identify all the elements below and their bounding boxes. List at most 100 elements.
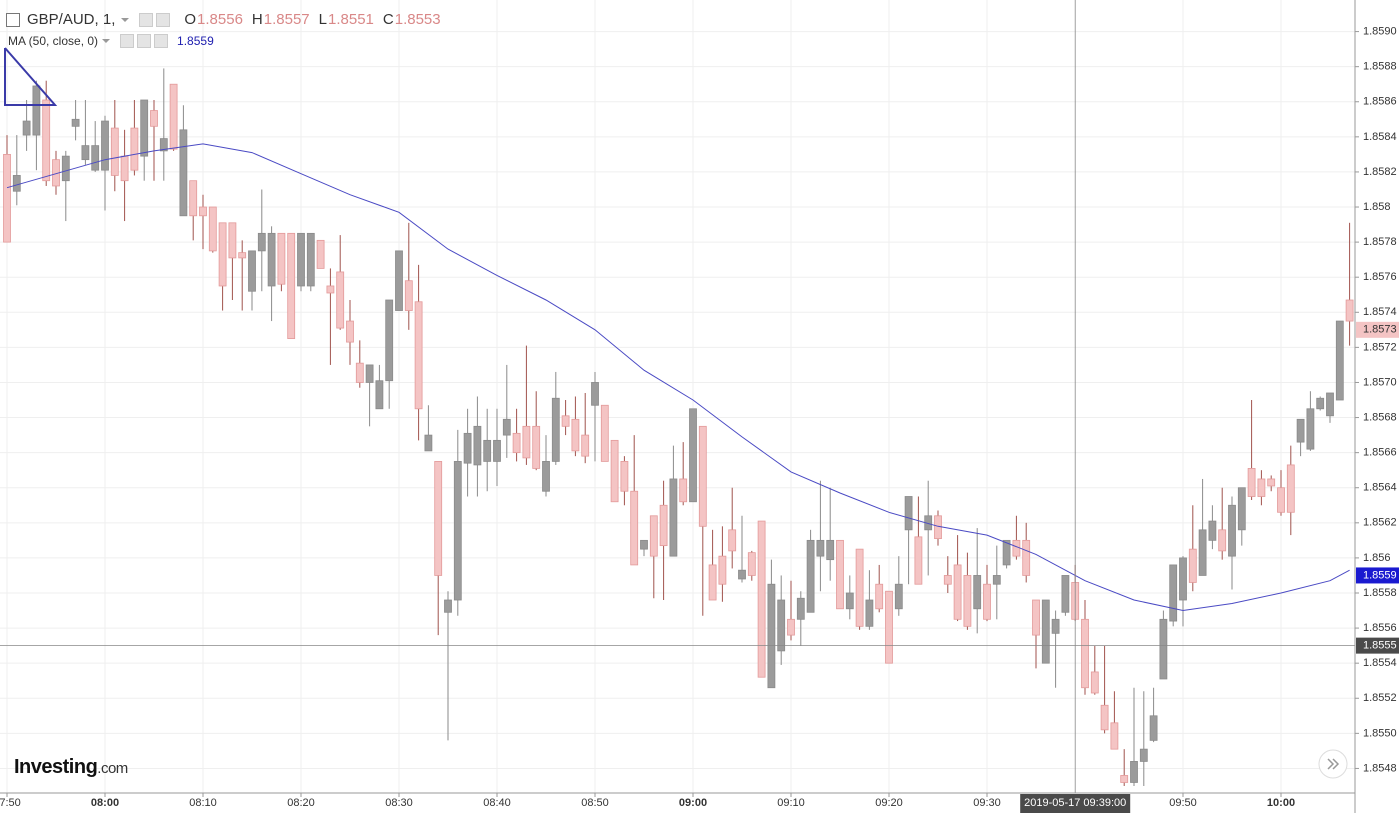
candle-body [101, 120, 109, 171]
candle-body [297, 232, 305, 287]
candle-body [81, 145, 90, 161]
candle-body [659, 504, 668, 547]
candle-body [542, 461, 550, 492]
ohlc-value: 1.8553 [394, 11, 441, 28]
ohlc-value: 1.8551 [328, 11, 374, 28]
candle-body [551, 397, 560, 462]
candle-body [512, 432, 521, 454]
candle-body [816, 539, 825, 557]
candle-body [110, 127, 119, 176]
candle-body [1267, 478, 1276, 487]
watermark-suffix: .com [97, 760, 128, 777]
candle-body [1110, 722, 1119, 750]
candle-body [218, 222, 227, 287]
candle-body [845, 592, 854, 610]
ohlc-value: 1.8557 [263, 11, 310, 28]
candle-body [708, 564, 717, 601]
x-tick-label: 09:00 [679, 797, 707, 809]
candle-body [532, 425, 541, 469]
ohlc-label: O [184, 11, 197, 28]
y-tick-label: 1.8548 [1363, 762, 1397, 774]
candle-body [42, 99, 51, 182]
candle-body [747, 552, 756, 576]
candle-body [728, 529, 737, 552]
ma-menu[interactable] [102, 39, 111, 43]
x-tick-label: 08:10 [189, 797, 217, 809]
ma-value: 1.8559 [177, 34, 214, 48]
candle-body [953, 564, 962, 620]
candle-body [591, 382, 599, 406]
y-tick-label: 1.8554 [1363, 657, 1397, 669]
visibility-icon[interactable] [139, 12, 154, 27]
x-tick-label: 09:10 [777, 797, 805, 809]
drawing-triangle [4, 47, 58, 106]
candle-body [502, 418, 511, 436]
candle-body [1081, 618, 1089, 689]
candle-body [1208, 520, 1217, 541]
candle-body [404, 280, 413, 311]
candle-body [326, 285, 335, 294]
crosshair-price-label: 1.8555 [1363, 640, 1397, 652]
candle-body [1306, 408, 1315, 450]
y-tick-label: 1.8590 [1363, 25, 1397, 37]
candle-body [1188, 548, 1197, 583]
candle-body [973, 575, 982, 610]
candle-body [238, 252, 247, 259]
scroll-icon[interactable] [1327, 758, 1340, 770]
candle-body [1286, 464, 1295, 513]
plot [0, 0, 1355, 793]
x-tick-label: 08:20 [287, 797, 315, 809]
candle-body [1041, 599, 1050, 664]
candle-body [1149, 715, 1158, 741]
candle-body [1179, 557, 1187, 601]
symbol-header: GBP/AUD, 1, O1.8556 H1.8557 L1.8551 C1.8553 [6, 11, 441, 28]
crosshair-time-label: 2019-05-17 09:39:00 [1024, 797, 1126, 809]
candle-body [355, 362, 364, 383]
candle-body [1296, 418, 1305, 443]
candle-body [649, 515, 658, 557]
y-tick-label: 1.8556 [1363, 622, 1397, 634]
candle-body [414, 301, 423, 410]
settings-icon[interactable] [156, 12, 171, 27]
candle-body [630, 490, 639, 566]
candle-body [610, 439, 619, 503]
moving-average-line [6, 143, 1350, 612]
x-tick-label: 09:30 [973, 797, 1001, 809]
symbol: GBP/AUD, 1, [27, 11, 116, 28]
x-tick-label: 09:20 [875, 797, 903, 809]
candle-body [1090, 671, 1099, 694]
collapse-icon[interactable] [6, 12, 20, 27]
ohlc-value: 1.8556 [197, 11, 243, 28]
candle-body [150, 110, 158, 127]
y-tick-label: 1.8550 [1363, 727, 1397, 739]
candle-body [1277, 487, 1285, 513]
scroll-button[interactable] [1318, 749, 1348, 779]
x-tick-label: 07:50 [0, 797, 21, 809]
candle-body [473, 425, 482, 466]
candle-body [826, 539, 835, 561]
symbol-menu[interactable] [121, 17, 130, 22]
candle-body [875, 583, 884, 610]
candle-body [777, 599, 786, 652]
candle-body [1159, 618, 1168, 680]
candle-body [1326, 392, 1334, 417]
candle-body [434, 461, 443, 576]
candle-body [836, 539, 844, 610]
ma-remove-icon[interactable] [154, 34, 169, 48]
ma-header: MA (50, close, 0) 1.8559 [6, 34, 214, 48]
candle-body [1228, 504, 1236, 557]
crosshair-price-tag [1356, 637, 1399, 654]
x-tick-label: 08:50 [581, 797, 609, 809]
last-price-tag [1356, 321, 1399, 338]
y-tick-label: 1.8588 [1363, 61, 1397, 73]
candle-body [424, 434, 433, 452]
ma-settings-icon[interactable] [137, 34, 152, 48]
candle-body [904, 496, 913, 531]
candle-body [463, 432, 472, 464]
candle-body [140, 99, 149, 157]
candle-body [1130, 761, 1138, 783]
ma-visibility-icon[interactable] [120, 34, 135, 48]
y-tick-label: 1.8586 [1363, 96, 1397, 108]
y-tick-label: 1.858 [1363, 201, 1391, 213]
candle-body [718, 555, 727, 585]
